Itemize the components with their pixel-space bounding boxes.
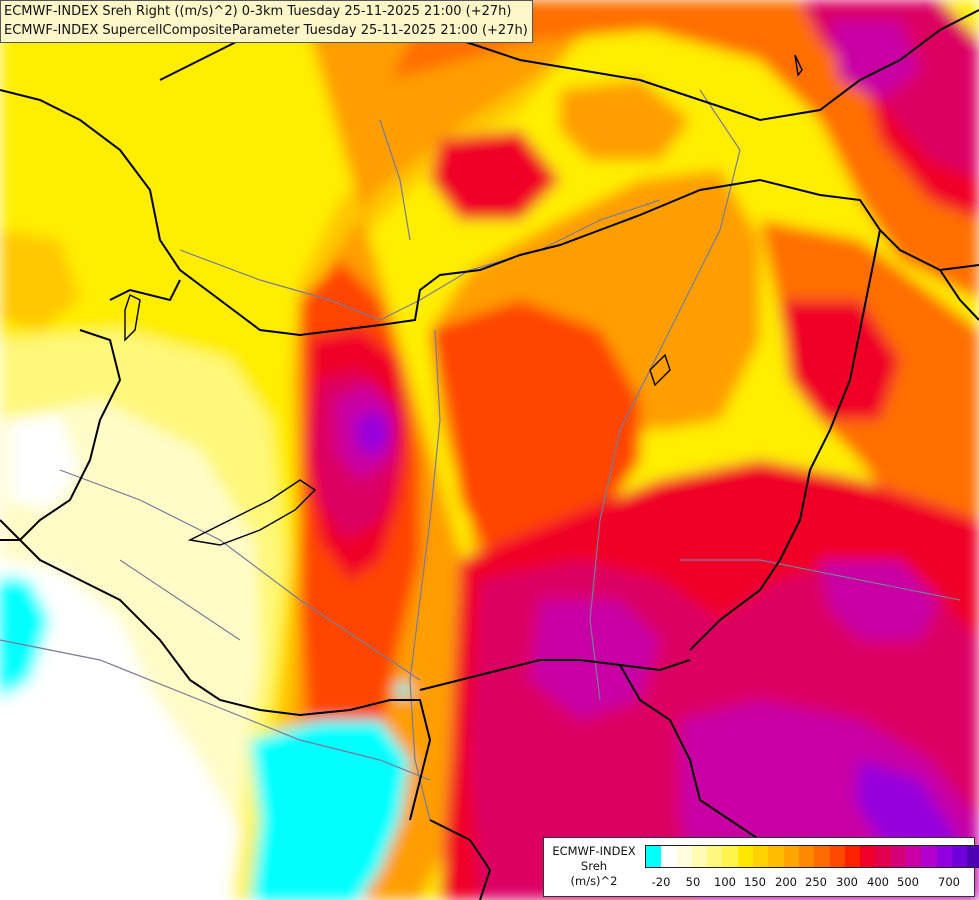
lake-neusiedl <box>124 294 141 342</box>
field-white-west <box>10 415 80 510</box>
field-dark-orange-north <box>390 0 979 300</box>
border-croatia-hu <box>0 329 122 541</box>
legend-tick-label: 100 <box>714 875 736 889</box>
legend-swatch <box>829 846 845 867</box>
legend-swatch <box>768 846 784 867</box>
field-magenta-ne <box>830 20 920 100</box>
river-danube-south <box>409 329 441 821</box>
border-north-west <box>0 89 979 337</box>
map-title-box: ECMWF-INDEX Sreh Right ((m/s)^2) 0-3km T… <box>0 0 533 43</box>
river-drava <box>59 469 421 681</box>
field-orange-ne <box>560 80 690 160</box>
legend-tick-labels: -20 50 100 150 200 250 300 400 500 700 <box>645 875 969 891</box>
legend-swatch <box>844 846 861 867</box>
field-cyan-south <box>250 720 410 900</box>
legend-title-line2: Sreh <box>580 859 608 873</box>
legend-title-line1: ECMWF-INDEX <box>552 844 636 858</box>
legend-swatch <box>875 846 891 867</box>
river-tisza <box>589 89 741 701</box>
border-slovenia <box>109 279 181 302</box>
border-hu-ro <box>689 229 881 651</box>
color-legend: ECMWF-INDEX Sreh (m/s)^2 -20 50 100 150 200 2… <box>543 837 979 897</box>
title-line-scp: ECMWF-INDEX SupercellCompositeParameter … <box>4 23 528 38</box>
legend-tick-label: 700 <box>938 875 960 889</box>
legend-swatch <box>906 846 922 867</box>
border-serbia <box>619 664 801 861</box>
border-south-serbia <box>429 819 492 900</box>
river-danube-north <box>179 199 661 321</box>
legend-tick-label: 400 <box>867 875 889 889</box>
legend-swatch <box>798 846 815 867</box>
field-cyan-diamond <box>394 680 412 700</box>
legend-swatches <box>645 845 979 868</box>
legend-swatch <box>753 846 769 867</box>
river-sava <box>0 639 431 781</box>
field-cyan-sw <box>0 575 50 700</box>
legend-title-line3: (m/s)^2 <box>570 874 618 888</box>
field-red-east <box>780 300 900 420</box>
rivers <box>0 89 961 821</box>
legend-swatch <box>661 846 677 867</box>
lake-east <box>649 353 671 387</box>
border-east-ro <box>939 269 979 321</box>
legend-swatch <box>921 846 937 867</box>
border-croatia-south <box>0 519 432 821</box>
field-red-orange-center <box>430 300 640 560</box>
legend-tick-label: 200 <box>775 875 797 889</box>
legend-swatch <box>722 846 738 867</box>
field-purple-west-core <box>355 410 392 455</box>
legend-tick-label: 500 <box>897 875 919 889</box>
legend-swatch <box>691 846 708 867</box>
river-north-trib <box>379 119 411 241</box>
legend-swatch <box>860 846 876 867</box>
legend-swatch <box>676 846 692 867</box>
legend-title: ECMWF-INDEX Sreh (m/s)^2 <box>548 844 640 889</box>
lake-ne <box>794 54 803 77</box>
field-white-sw <box>0 560 240 900</box>
legend-swatch <box>936 846 952 867</box>
river-west-trib <box>119 559 241 641</box>
field-magenta-east <box>820 560 940 640</box>
lake-balaton <box>187 479 317 546</box>
field-gold-north <box>260 0 620 900</box>
legend-swatch <box>890 846 907 867</box>
legend-swatch <box>967 846 979 867</box>
border-slovakia-poland <box>459 9 979 122</box>
legend-swatch <box>783 846 799 867</box>
legend-tick-label: 250 <box>805 875 827 889</box>
legend-tick-label: 300 <box>836 875 858 889</box>
legend-swatch <box>707 846 723 867</box>
legend-swatch <box>646 846 662 867</box>
legend-tick-label: -20 <box>651 875 671 889</box>
lakes <box>124 54 803 546</box>
field-orange-east-lobe <box>630 170 760 430</box>
legend-tick-label: 150 <box>744 875 766 889</box>
legend-swatch <box>951 846 968 867</box>
legend-swatch <box>737 846 754 867</box>
title-line-sreh: ECMWF-INDEX Sreh Right ((m/s)^2) 0-3km T… <box>4 4 512 19</box>
border-hu-south <box>419 659 691 691</box>
legend-swatch <box>814 846 830 867</box>
field-gold-nw-blob <box>0 230 80 330</box>
field-red-north <box>430 130 560 220</box>
river-mures <box>680 559 961 601</box>
legend-tick-label: 50 <box>685 875 701 889</box>
